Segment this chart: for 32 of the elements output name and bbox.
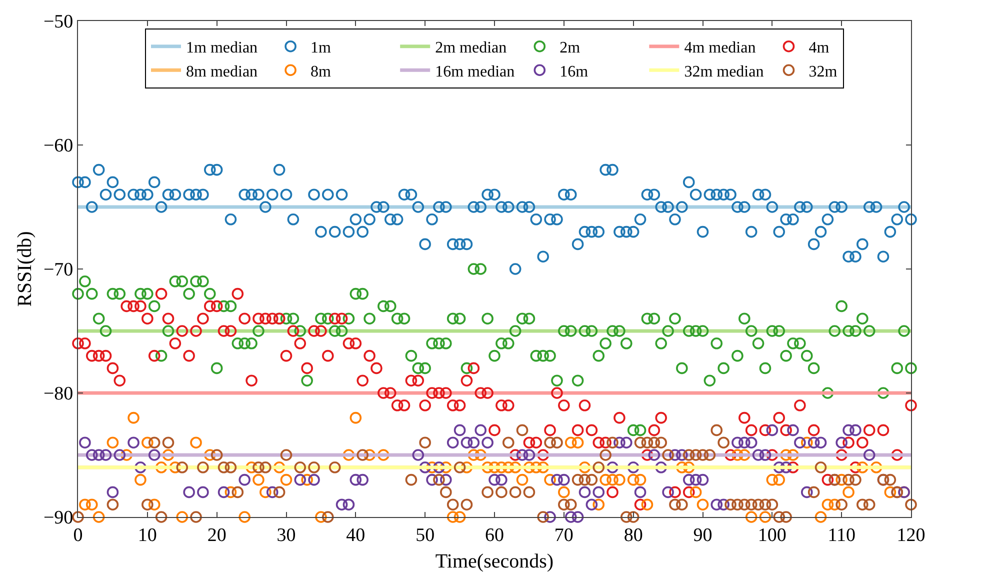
x-tick-label: 80 xyxy=(624,524,643,546)
legend-label: 2m median xyxy=(435,40,507,57)
x-tick-label: 30 xyxy=(276,524,296,546)
legend-label: 1m xyxy=(310,40,332,57)
y-tick-label: −60 xyxy=(43,136,74,157)
x-tick-label: 60 xyxy=(485,524,504,546)
x-tick-label: 0 xyxy=(73,524,83,546)
x-tick-label: 70 xyxy=(554,524,574,546)
x-tick-label: 110 xyxy=(828,524,856,546)
legend-label: 16m xyxy=(560,63,589,80)
x-tick-label: 20 xyxy=(207,524,226,546)
legend-label: 4m median xyxy=(684,40,756,57)
x-axis-title: Time(seconds) xyxy=(435,550,554,572)
y-tick-label: −50 xyxy=(43,12,74,33)
y-tick-label: −90 xyxy=(43,508,74,529)
x-tick-label: 120 xyxy=(896,524,926,546)
x-tick-label: 100 xyxy=(758,524,786,546)
x-tick-label: 10 xyxy=(138,524,157,546)
legend-label: 1m median xyxy=(186,40,258,57)
legend-label: 16m median xyxy=(435,63,515,80)
y-tick-label: −80 xyxy=(43,384,74,405)
x-tick-label: 50 xyxy=(416,524,435,546)
legend-label: 4m xyxy=(808,40,830,57)
legend-label: 8m xyxy=(310,63,332,80)
x-tick-label: 40 xyxy=(346,524,366,546)
legend-label: 8m median xyxy=(186,63,258,80)
legend-label: 32m median xyxy=(684,63,764,80)
y-tick-label: −70 xyxy=(43,260,74,281)
legend-label: 2m xyxy=(560,40,581,57)
x-tick-label: 90 xyxy=(693,524,712,546)
legend-label: 32m xyxy=(808,63,838,80)
y-axis-title: RSSI(db) xyxy=(14,231,36,307)
